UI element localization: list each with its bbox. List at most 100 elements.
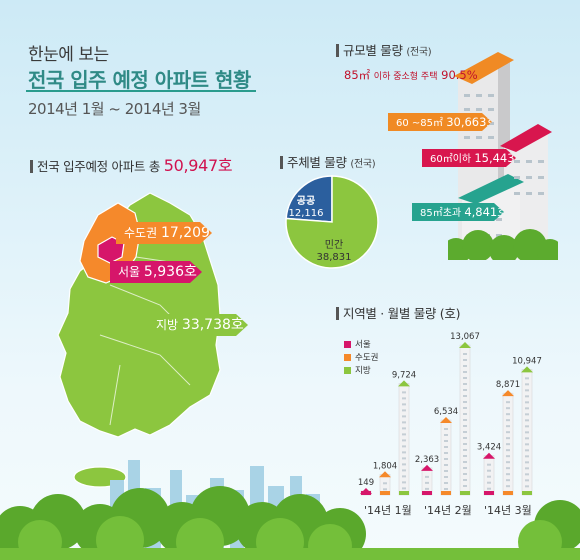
bar-window	[444, 445, 448, 448]
legend-label: 서울	[355, 340, 371, 350]
bar-window	[506, 455, 510, 458]
period-label: 2014년 1월 ~ 2014년 3월	[28, 100, 201, 118]
bar-window	[525, 407, 529, 410]
bar-window	[463, 455, 467, 457]
bar-window	[487, 469, 491, 472]
region-name: 수도권	[124, 226, 158, 240]
national-total-prefix: 총	[148, 159, 161, 174]
private-label: 민간	[324, 240, 344, 251]
bar-window	[463, 407, 467, 409]
bar-window	[402, 409, 406, 412]
bar-window	[487, 475, 491, 478]
legend-swatch	[344, 341, 351, 348]
month-label-feb: '14년 2월	[424, 504, 472, 517]
bar-window	[525, 389, 529, 392]
bar-roof	[398, 380, 410, 387]
region-value: 33,738호	[181, 317, 244, 333]
title-divider	[26, 90, 256, 92]
bar-base	[441, 491, 451, 495]
bar-window	[444, 451, 448, 454]
section-bar	[336, 307, 339, 320]
bar-window	[525, 413, 529, 416]
national-total-label: 전국 입주예정 아파트	[37, 159, 146, 174]
bar-window	[425, 487, 429, 490]
bar-window	[506, 401, 510, 404]
bar-base	[460, 491, 470, 495]
size-value: 30,663호	[446, 115, 498, 129]
bar-value-label: 9,724	[392, 370, 416, 380]
bar-window	[506, 413, 510, 416]
legend-item: 수도권	[344, 353, 378, 366]
by-size-heading: 규모별 물량 (전국)	[336, 40, 432, 59]
bar-window	[525, 395, 529, 398]
bar-window	[487, 487, 491, 490]
bar-value-label: 3,424	[477, 443, 501, 453]
pie-slice-private	[285, 175, 379, 269]
tree-line	[0, 486, 580, 560]
bar-window	[525, 443, 529, 446]
private-value: 38,831	[316, 252, 352, 263]
bar-window	[487, 463, 491, 466]
bar-서울-2	[483, 452, 495, 496]
bar-window	[525, 383, 529, 386]
bar-window	[402, 469, 406, 472]
highlight-text: 이하 중소형 주택	[373, 72, 438, 82]
bar-window	[444, 475, 448, 478]
by-entity-heading: 주체별 물량 (전국)	[280, 152, 376, 171]
pie-public-label: 공공 12,116	[286, 196, 326, 220]
bar-window	[463, 443, 467, 445]
bar-window	[444, 433, 448, 436]
month-label-mar: '14년 3월	[484, 504, 532, 517]
bar-window	[444, 427, 448, 430]
bar-window	[383, 488, 387, 491]
bar-body	[398, 383, 410, 496]
region-flag-seoul: 서울 5,936호	[110, 261, 202, 283]
bar-base	[380, 491, 390, 495]
entity-pie-chart	[285, 175, 379, 269]
bar-window	[402, 421, 406, 424]
bar-window	[425, 481, 429, 484]
size-range: 60 ~85㎡	[396, 118, 444, 129]
bar-window	[463, 425, 467, 427]
bar-window	[402, 463, 406, 466]
bar-window	[525, 431, 529, 434]
region-value: 17,209호	[160, 225, 223, 241]
bar-window	[525, 419, 529, 422]
national-total-heading: 전국 입주예정 아파트 총 50,947호	[30, 152, 233, 176]
bar-window	[402, 475, 406, 478]
bar-window	[463, 431, 467, 433]
bar-window	[506, 431, 510, 434]
bar-window	[525, 377, 529, 380]
bar-window	[463, 395, 467, 397]
bar-window	[402, 433, 406, 436]
bar-window	[402, 481, 406, 484]
bar-window	[402, 445, 406, 448]
public-value: 12,116	[288, 208, 324, 219]
bar-window	[463, 467, 467, 469]
bar-window	[402, 403, 406, 406]
legend-swatch	[344, 367, 351, 374]
highlight-area: 85㎡	[344, 68, 371, 82]
bar-window	[463, 371, 467, 373]
bar-지방-1	[459, 342, 471, 496]
region-flag-capital: 수도권 17,209호	[116, 222, 212, 244]
bar-window	[463, 473, 467, 475]
monthly-legend: 서울 수도권 지방	[344, 340, 378, 379]
monthly-title: 지역별 · 월별 물량	[343, 306, 437, 321]
legend-label: 수도권	[355, 353, 379, 363]
bar-window	[525, 473, 529, 476]
legend-item: 서울	[344, 340, 378, 353]
bar-window	[525, 461, 529, 464]
bar-window	[444, 457, 448, 460]
subtitle: 한눈에 보는	[28, 45, 109, 65]
bar-base	[503, 491, 513, 495]
bar-base	[399, 491, 409, 495]
month-label-jan: '14년 1월	[364, 504, 412, 517]
size-range: 85㎡초과	[420, 208, 462, 219]
bar-window	[383, 482, 387, 485]
region-name: 서울	[118, 265, 141, 279]
section-bar	[280, 156, 283, 169]
bar-roof	[440, 416, 452, 423]
mainland-region	[57, 192, 221, 438]
